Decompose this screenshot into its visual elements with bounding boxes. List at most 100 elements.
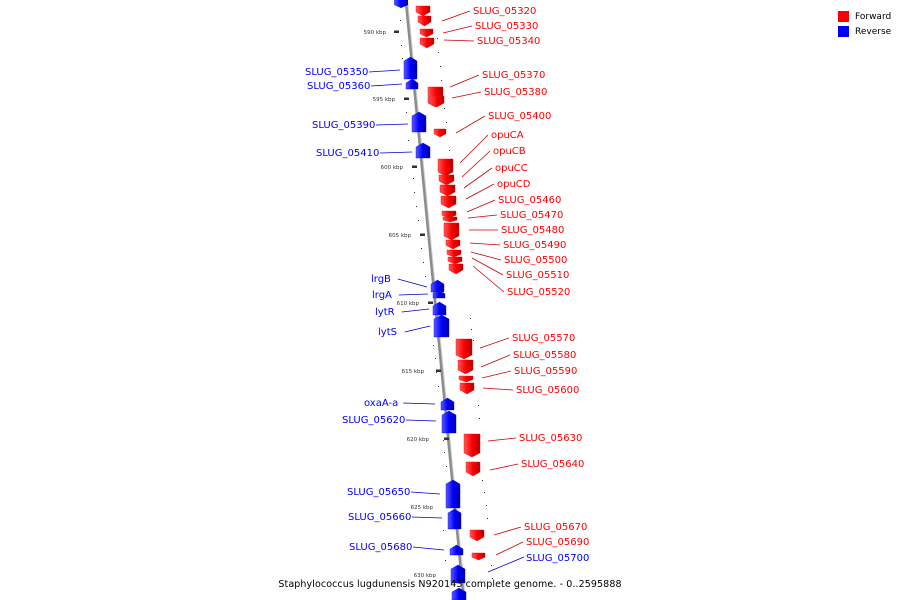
gene-label-slug-05660[interactable]: SLUG_05660: [348, 512, 411, 523]
reverse-gene-arrow[interactable]: [394, 0, 408, 8]
leader-slug-05580: [480, 354, 511, 368]
gene-label-slug-05480[interactable]: SLUG_05480: [501, 225, 564, 236]
gene-label-lytr[interactable]: lytR: [375, 307, 395, 318]
gene-label-slug-05370[interactable]: SLUG_05370: [482, 70, 545, 81]
reverse-gene-arrow[interactable]: [445, 479, 461, 509]
legend-item-reverse: Reverse: [838, 24, 891, 39]
reverse-gene-arrow[interactable]: [432, 290, 446, 299]
reverse-gene-arrow[interactable]: [405, 78, 419, 90]
gene-label-slug-05510[interactable]: SLUG_05510: [506, 270, 569, 281]
gene-label-opucc[interactable]: opuCC: [495, 163, 528, 174]
forward-gene-arrow[interactable]: [429, 95, 445, 108]
gene-label-slug-05340[interactable]: SLUG_05340: [477, 36, 540, 47]
leader-slug-05650: [410, 491, 441, 495]
forward-gene-arrow[interactable]: [458, 375, 474, 383]
gene-label-slug-05620[interactable]: SLUG_05620: [342, 415, 405, 426]
forward-gene-arrow[interactable]: [441, 210, 457, 219]
reverse-gene-arrow[interactable]: [433, 314, 450, 338]
gene-label-opucd[interactable]: opuCD: [497, 179, 531, 190]
forward-gene-arrow[interactable]: [433, 128, 447, 138]
legend: Forward Reverse: [838, 9, 891, 39]
forward-gene-arrow[interactable]: [440, 195, 457, 209]
forward-gene-arrow[interactable]: [443, 222, 460, 241]
gene-label-slug-05680[interactable]: SLUG_05680: [349, 542, 412, 553]
leader-opucd: [465, 183, 495, 200]
reverse-gene-arrow[interactable]: [432, 301, 447, 316]
gene-label-slug-05650[interactable]: SLUG_05650: [347, 487, 410, 498]
forward-gene-arrow[interactable]: [437, 158, 454, 177]
reverse-gene-arrow[interactable]: [447, 508, 462, 530]
leader-lrga: [398, 293, 429, 296]
leader-slug-05500: [470, 251, 502, 261]
gene-label-slug-05460[interactable]: SLUG_05460: [498, 195, 561, 206]
leader-slug-05470: [467, 214, 498, 219]
forward-gene-arrow[interactable]: [457, 359, 474, 375]
gene-label-lrgb[interactable]: lrgB: [371, 274, 391, 285]
forward-gene-arrow[interactable]: [419, 28, 434, 38]
gene-label-slug-05470[interactable]: SLUG_05470: [500, 210, 563, 221]
forward-gene-arrow[interactable]: [459, 382, 475, 395]
gene-label-slug-05690[interactable]: SLUG_05690: [526, 537, 589, 548]
reverse-gene-arrow[interactable]: [411, 111, 427, 133]
reverse-gene-arrow[interactable]: [441, 410, 457, 434]
gene-label-slug-05410[interactable]: SLUG_05410: [316, 148, 379, 159]
gene-label-slug-05320[interactable]: SLUG_05320: [473, 6, 536, 17]
gene-label-opucb[interactable]: opuCB: [493, 146, 526, 157]
gene-label-slug-05600[interactable]: SLUG_05600: [516, 385, 579, 396]
forward-gene-arrow[interactable]: [463, 433, 481, 458]
forward-gene-arrow[interactable]: [471, 552, 486, 561]
forward-gene-arrow[interactable]: [448, 263, 464, 275]
gene-label-slug-05390[interactable]: SLUG_05390: [312, 120, 375, 131]
forward-gene-arrow[interactable]: [415, 5, 431, 17]
leader-slug-05700: [487, 556, 525, 573]
forward-gene-arrow[interactable]: [446, 249, 462, 258]
gene-label-slug-05670[interactable]: SLUG_05670: [524, 522, 587, 533]
scale-ticks: 590 kbp 595 kbp 600 kbp 605 kbp 610 kbp 615 k…: [364, 30, 463, 579]
forward-gene-arrow[interactable]: [419, 37, 435, 49]
forward-gene-arrow[interactable]: [442, 216, 458, 223]
gene-label-slug-05640[interactable]: SLUG_05640: [521, 459, 584, 470]
gene-label-slug-05570[interactable]: SLUG_05570: [512, 333, 575, 344]
gene-track: SLUG_05320 SLUG_05330 SLUG_05340 SLUG_05370…: [305, 0, 589, 600]
scale-tick: [394, 30, 399, 33]
reverse-gene-arrow[interactable]: [403, 56, 418, 80]
forward-gene-arrow[interactable]: [455, 338, 473, 360]
reverse-gene-arrow[interactable]: [440, 397, 455, 411]
gene-label-slug-05700[interactable]: SLUG_05700: [526, 553, 589, 564]
leader-slug-05600: [482, 387, 514, 391]
gene-label-lrga[interactable]: lrgA: [372, 290, 392, 301]
gene-label-oxaa-a[interactable]: oxaA-a: [364, 398, 398, 409]
gene-label-slug-05380[interactable]: SLUG_05380: [484, 87, 547, 98]
forward-gene-arrow[interactable]: [445, 239, 461, 250]
reverse-gene-arrow[interactable]: [451, 587, 467, 600]
forward-gene-arrow[interactable]: [469, 529, 485, 542]
gene-label-lyts[interactable]: lytS: [378, 327, 397, 338]
gene-label-slug-05580[interactable]: SLUG_05580: [513, 350, 576, 361]
scale-tick: [420, 233, 425, 236]
reverse-gene-arrow[interactable]: [450, 564, 466, 584]
leader-slug-05400: [455, 115, 486, 134]
gene-label-slug-05330[interactable]: SLUG_05330: [475, 21, 538, 32]
scale-label: 605 kbp: [389, 233, 412, 239]
forward-gene-arrow[interactable]: [439, 184, 456, 197]
gene-label-slug-05630[interactable]: SLUG_05630: [519, 433, 582, 444]
gene-label-slug-05400[interactable]: SLUG_05400: [488, 111, 551, 122]
gene-label-slug-05360[interactable]: SLUG_05360: [307, 81, 370, 92]
reverse-gene-arrow[interactable]: [415, 142, 431, 159]
forward-gene-arrow[interactable]: [438, 174, 455, 186]
gene-label-slug-05490[interactable]: SLUG_05490: [503, 240, 566, 251]
leader-slug-05630: [487, 437, 517, 442]
leader-slug-05390: [375, 123, 409, 126]
forward-swatch: [838, 11, 849, 22]
gene-label-opuca[interactable]: opuCA: [491, 130, 524, 141]
gene-label-slug-05350[interactable]: SLUG_05350: [305, 67, 368, 78]
gene-label-slug-05520[interactable]: SLUG_05520: [507, 287, 570, 298]
forward-gene-arrow[interactable]: [417, 15, 432, 27]
gene-label-slug-05590[interactable]: SLUG_05590: [514, 366, 577, 377]
leader-slug-05660: [411, 516, 443, 519]
forward-gene-arrow[interactable]: [465, 461, 481, 477]
reverse-gene-arrow[interactable]: [449, 544, 464, 556]
leader-slug-05410: [379, 151, 413, 154]
gene-label-slug-05500[interactable]: SLUG_05500: [504, 255, 567, 266]
forward-gene-arrow[interactable]: [447, 256, 463, 265]
